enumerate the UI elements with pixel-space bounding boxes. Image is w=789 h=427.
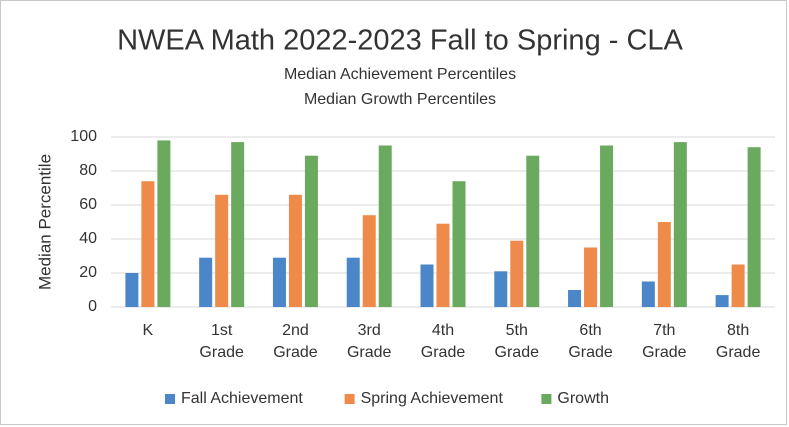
bar xyxy=(125,273,139,307)
bar xyxy=(600,145,614,307)
legend-swatch xyxy=(344,394,355,404)
bar xyxy=(673,142,687,307)
bar xyxy=(272,257,286,307)
bar xyxy=(346,257,360,307)
bar xyxy=(452,181,466,307)
bar xyxy=(199,257,213,307)
x-tick-label: 4th Grade xyxy=(421,322,466,361)
bar xyxy=(568,290,582,307)
x-tick-label: 6th Grade xyxy=(568,322,613,361)
bar xyxy=(215,194,229,307)
subtitle: Median Achievement Percentiles xyxy=(284,66,516,83)
bar xyxy=(715,295,729,307)
y-tick-label: 0 xyxy=(88,298,97,315)
x-tick-label: 1st Grade xyxy=(199,322,244,361)
bar xyxy=(378,145,392,307)
bar xyxy=(141,181,155,307)
bar xyxy=(157,140,171,307)
y-axis-label: Median Percentile xyxy=(35,154,54,290)
x-tick-label: 8th Grade xyxy=(716,322,761,361)
bar xyxy=(526,155,540,307)
bar xyxy=(641,281,655,307)
legend-label: Growth xyxy=(557,390,609,407)
legend-label: Spring Achievement xyxy=(361,390,504,407)
bar xyxy=(657,222,671,307)
y-tick-label: 80 xyxy=(79,162,97,179)
y-tick-label: 40 xyxy=(79,230,97,247)
bar xyxy=(420,264,434,307)
legend-label: Fall Achievement xyxy=(181,390,303,407)
legend-swatch xyxy=(165,394,175,404)
legend-swatch xyxy=(541,394,552,404)
y-tick-label: 20 xyxy=(79,264,97,281)
x-tick-label: K xyxy=(143,322,154,339)
bar xyxy=(436,223,450,307)
bar xyxy=(584,247,598,307)
bar xyxy=(288,194,302,307)
y-tick-label: 100 xyxy=(70,128,97,145)
x-tick-label: 7th Grade xyxy=(642,322,687,361)
x-tick-label: 2nd Grade xyxy=(273,322,318,361)
bar xyxy=(231,142,245,307)
y-tick-label: 60 xyxy=(79,196,97,213)
bar xyxy=(304,155,318,307)
subtitle: Median Growth Percentiles xyxy=(304,91,496,108)
bar xyxy=(747,147,761,307)
x-tick-label: 5th Grade xyxy=(495,322,540,361)
bar xyxy=(731,264,745,307)
x-tick-label: 3rd Grade xyxy=(347,322,392,361)
bar xyxy=(510,240,524,307)
bar xyxy=(494,271,508,307)
chart-title: NWEA Math 2022-2023 Fall to Spring - CLA xyxy=(117,25,683,57)
bar xyxy=(362,215,376,307)
